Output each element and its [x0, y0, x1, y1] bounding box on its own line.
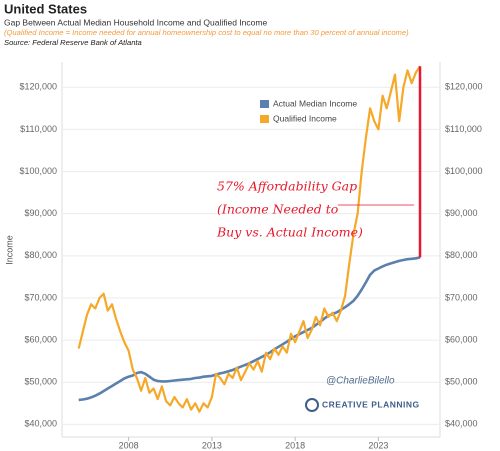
y-tick-label: $90,000 [24, 208, 57, 218]
chart-title: United States [4, 1, 87, 16]
chart-source: Source: Federal Reserve Bank of Atlanta [4, 38, 142, 47]
y-tick-label: $40,000 [24, 419, 57, 429]
y2-tick-label: $60,000 [445, 334, 478, 344]
y2-tick-label: $70,000 [445, 292, 478, 302]
chart-subtitle: Gap Between Actual Median Household Inco… [4, 17, 267, 27]
y2-tick-label: $90,000 [445, 208, 478, 218]
legend-swatch [260, 115, 269, 123]
watermark: @CharlieBilello [326, 376, 395, 387]
annotation: (Income Needed to [217, 202, 338, 217]
y2-tick-label: $80,000 [445, 250, 478, 260]
y2-tick-label: $100,000 [445, 166, 483, 176]
y-tick-label: $60,000 [24, 334, 57, 344]
x-tick-label: 2023 [368, 440, 388, 450]
legend-label: Qualified Income [273, 113, 337, 123]
y-tick-label: $70,000 [24, 292, 57, 302]
chart-note: (Qualified Income = Income needed for an… [4, 28, 409, 37]
legend-label: Actual Median Income [273, 98, 357, 108]
logo-mark [305, 398, 319, 412]
x-tick-label: 2008 [119, 440, 139, 450]
x-tick-label: 2018 [285, 440, 305, 450]
logo: CREATIVE PLANNING [305, 398, 420, 412]
y2-tick-label: $50,000 [445, 377, 478, 387]
y-tick-label: $100,000 [19, 166, 57, 176]
y2-tick-label: $120,000 [445, 82, 483, 92]
series-line [77, 65, 421, 413]
y-tick-label: $50,000 [24, 377, 57, 387]
logo-text: CREATIVE PLANNING [322, 399, 420, 409]
annotation: 57% Affordability Gap [217, 179, 357, 194]
y-tick-label: $120,000 [19, 82, 57, 92]
y-tick-label: $110,000 [20, 124, 57, 134]
legend-swatch [260, 100, 269, 108]
y-axis-label: Income [4, 235, 14, 265]
x-tick-label: 2013 [202, 440, 222, 450]
y2-tick-label: $110,000 [445, 124, 482, 134]
y2-tick-label: $40,000 [445, 419, 478, 429]
y-tick-label: $80,000 [24, 250, 57, 260]
annotation: Buy vs. Actual Income) [216, 225, 363, 240]
